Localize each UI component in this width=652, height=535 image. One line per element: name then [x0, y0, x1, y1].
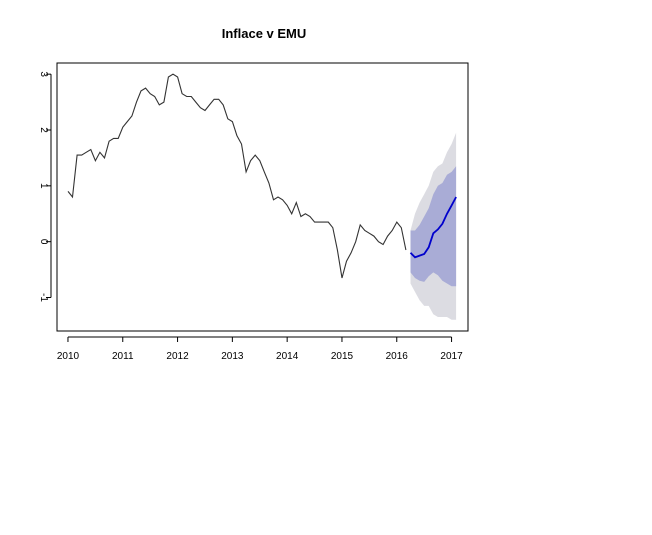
- x-tick-label: 2011: [112, 351, 134, 362]
- x-tick-label: 2013: [221, 351, 244, 362]
- forecast-band-80: [410, 166, 457, 287]
- x-tick-label: 2015: [331, 351, 354, 362]
- y-tick-label: 3: [38, 71, 49, 77]
- y-tick-label: -1: [38, 293, 49, 302]
- y-tick-label: 2: [38, 127, 49, 133]
- series-lines: [67, 73, 457, 279]
- y-tick-label: 1: [38, 183, 49, 189]
- x-tick-label: 2012: [166, 351, 189, 362]
- y-tick-label: 0: [38, 239, 49, 245]
- chart-title: Inflace v EMU: [222, 26, 307, 41]
- history-line: [67, 73, 407, 279]
- x-tick-label: 2017: [440, 351, 463, 362]
- plot-frame: [56, 62, 469, 332]
- forecast-bands: [410, 132, 457, 320]
- x-tick-label: 2010: [57, 351, 80, 362]
- y-axis: -1 0 1 2 3: [38, 71, 52, 302]
- forecast-line: [409, 196, 457, 259]
- x-tick-label: 2016: [386, 351, 409, 362]
- x-axis: 2010 2011 2012 2013 2014 2015 2016 2017: [57, 336, 463, 362]
- x-tick-label: 2014: [276, 351, 299, 362]
